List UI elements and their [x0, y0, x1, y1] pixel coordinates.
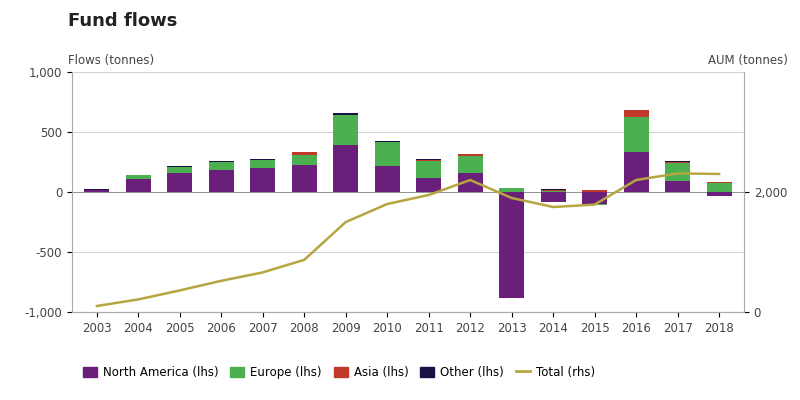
- Bar: [126, 179, 151, 192]
- Bar: [209, 161, 234, 162]
- Bar: [250, 168, 275, 192]
- Bar: [126, 174, 151, 175]
- Bar: [375, 141, 400, 142]
- Bar: [706, 182, 731, 183]
- Bar: [167, 167, 192, 174]
- Bar: [416, 178, 441, 192]
- Bar: [250, 159, 275, 160]
- Bar: [582, 192, 607, 204]
- Text: AUM (tonnes): AUM (tonnes): [708, 54, 788, 67]
- Bar: [85, 190, 110, 192]
- Bar: [541, 190, 566, 191]
- Bar: [541, 189, 566, 190]
- Bar: [624, 110, 649, 117]
- Bar: [665, 162, 690, 163]
- Bar: [706, 192, 731, 196]
- Bar: [541, 192, 566, 202]
- Bar: [582, 204, 607, 205]
- Bar: [665, 181, 690, 192]
- Bar: [582, 190, 607, 192]
- Bar: [167, 174, 192, 192]
- Bar: [665, 161, 690, 162]
- Bar: [375, 166, 400, 192]
- Bar: [541, 191, 566, 192]
- Bar: [416, 161, 441, 178]
- Bar: [706, 183, 731, 192]
- Bar: [167, 166, 192, 167]
- Bar: [499, 192, 524, 298]
- Bar: [209, 162, 234, 170]
- Bar: [458, 154, 482, 156]
- Bar: [209, 170, 234, 192]
- Bar: [624, 117, 649, 152]
- Bar: [375, 142, 400, 166]
- Bar: [292, 155, 317, 165]
- Bar: [334, 113, 358, 115]
- Bar: [416, 159, 441, 160]
- Bar: [334, 145, 358, 192]
- Bar: [499, 188, 524, 192]
- Bar: [458, 173, 482, 192]
- Legend: North America (lhs), Europe (lhs), Asia (lhs), Other (lhs), Total (rhs): North America (lhs), Europe (lhs), Asia …: [78, 361, 600, 384]
- Bar: [665, 163, 690, 181]
- Text: Flows (tonnes): Flows (tonnes): [68, 54, 154, 67]
- Bar: [126, 175, 151, 179]
- Bar: [624, 152, 649, 192]
- Bar: [292, 165, 317, 192]
- Bar: [458, 156, 482, 173]
- Bar: [334, 115, 358, 145]
- Bar: [416, 160, 441, 161]
- Text: Fund flows: Fund flows: [68, 12, 178, 30]
- Bar: [250, 160, 275, 168]
- Bar: [292, 152, 317, 155]
